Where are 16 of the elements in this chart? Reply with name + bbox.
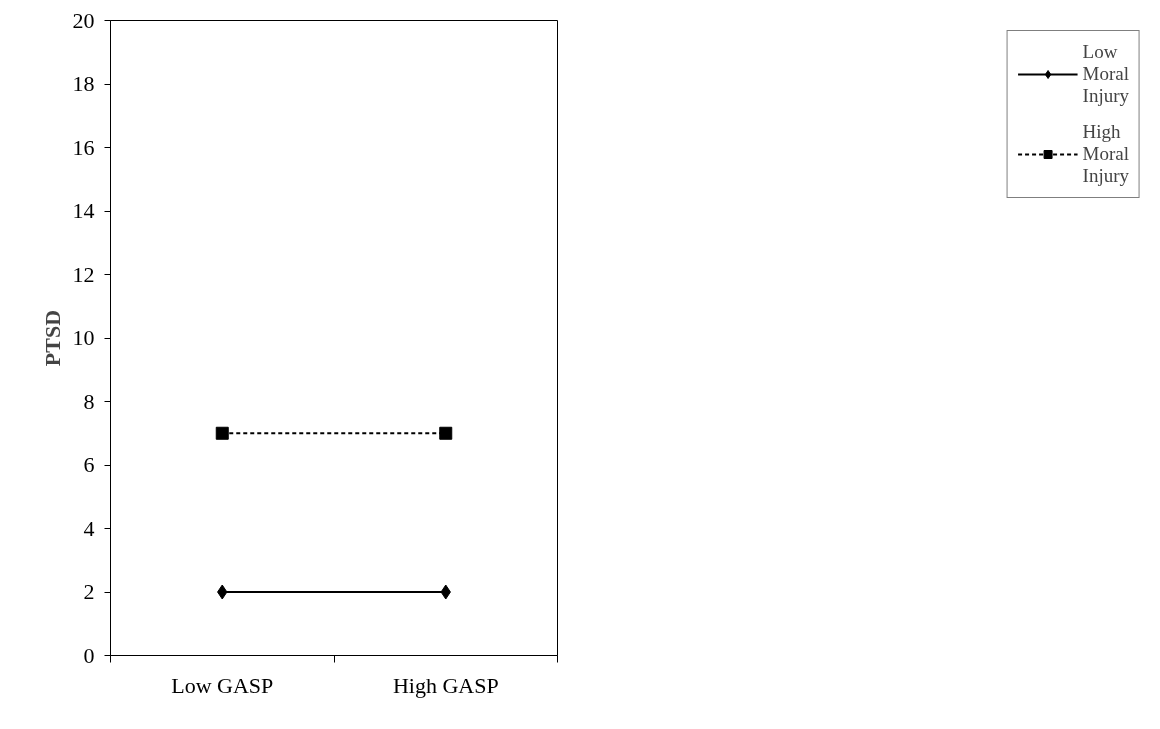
y-tick-label: 20 bbox=[72, 7, 95, 33]
y-tick-label: 16 bbox=[72, 134, 95, 160]
y-tick-label: 18 bbox=[72, 71, 95, 96]
y-axis-title: PTSD bbox=[39, 309, 65, 367]
y-tick-label: 0 bbox=[83, 642, 95, 668]
y-tick-label: 2 bbox=[83, 579, 95, 604]
x-tick-label: Low GASP bbox=[171, 672, 274, 698]
y-tick-label: 8 bbox=[83, 388, 95, 414]
y-tick-label: 14 bbox=[72, 198, 95, 223]
y-tick-label: 12 bbox=[72, 261, 95, 287]
legend-label: High Moral Injury bbox=[1082, 121, 1129, 187]
x-tick-label: High GASP bbox=[392, 672, 499, 698]
y-tick-label: 4 bbox=[83, 515, 95, 541]
y-tick-label: 10 bbox=[72, 325, 95, 350]
y-tick-label: 6 bbox=[83, 452, 95, 477]
legend-label: Low Moral Injury bbox=[1082, 41, 1129, 107]
